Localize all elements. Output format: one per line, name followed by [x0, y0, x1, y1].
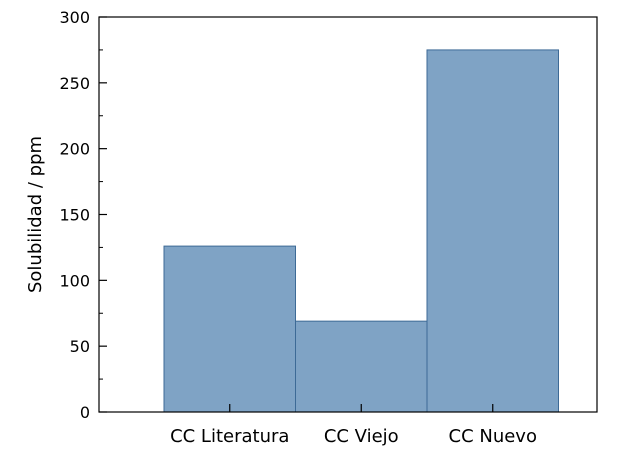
y-tick-label: 300 [59, 8, 90, 27]
bar-cc-nuevo [426, 49, 559, 413]
y-tick-label: 250 [59, 74, 90, 93]
y-tick-label: 150 [59, 206, 90, 225]
bar-cc-viejo [295, 320, 428, 413]
plot-frame [98, 16, 598, 413]
x-tick-label: CC Nuevo [449, 426, 537, 447]
bars-layer [163, 49, 559, 413]
y-tick-label: 50 [70, 337, 90, 356]
labels-layer: CC Literatura CC Viejo CC Nuevo 0 50 100 150 20… [59, 8, 537, 447]
y-axis-label: Solubilidad / ppm [25, 136, 46, 293]
y-tick-label: 0 [80, 403, 90, 422]
x-tick-label: CC Literatura [170, 426, 289, 447]
x-tick-label: CC Viejo [324, 426, 399, 447]
y-tick-label: 200 [59, 140, 90, 159]
bar-cc-literatura [163, 245, 296, 413]
y-tick-label: 100 [59, 271, 90, 290]
ticks-layer [99, 16, 494, 413]
